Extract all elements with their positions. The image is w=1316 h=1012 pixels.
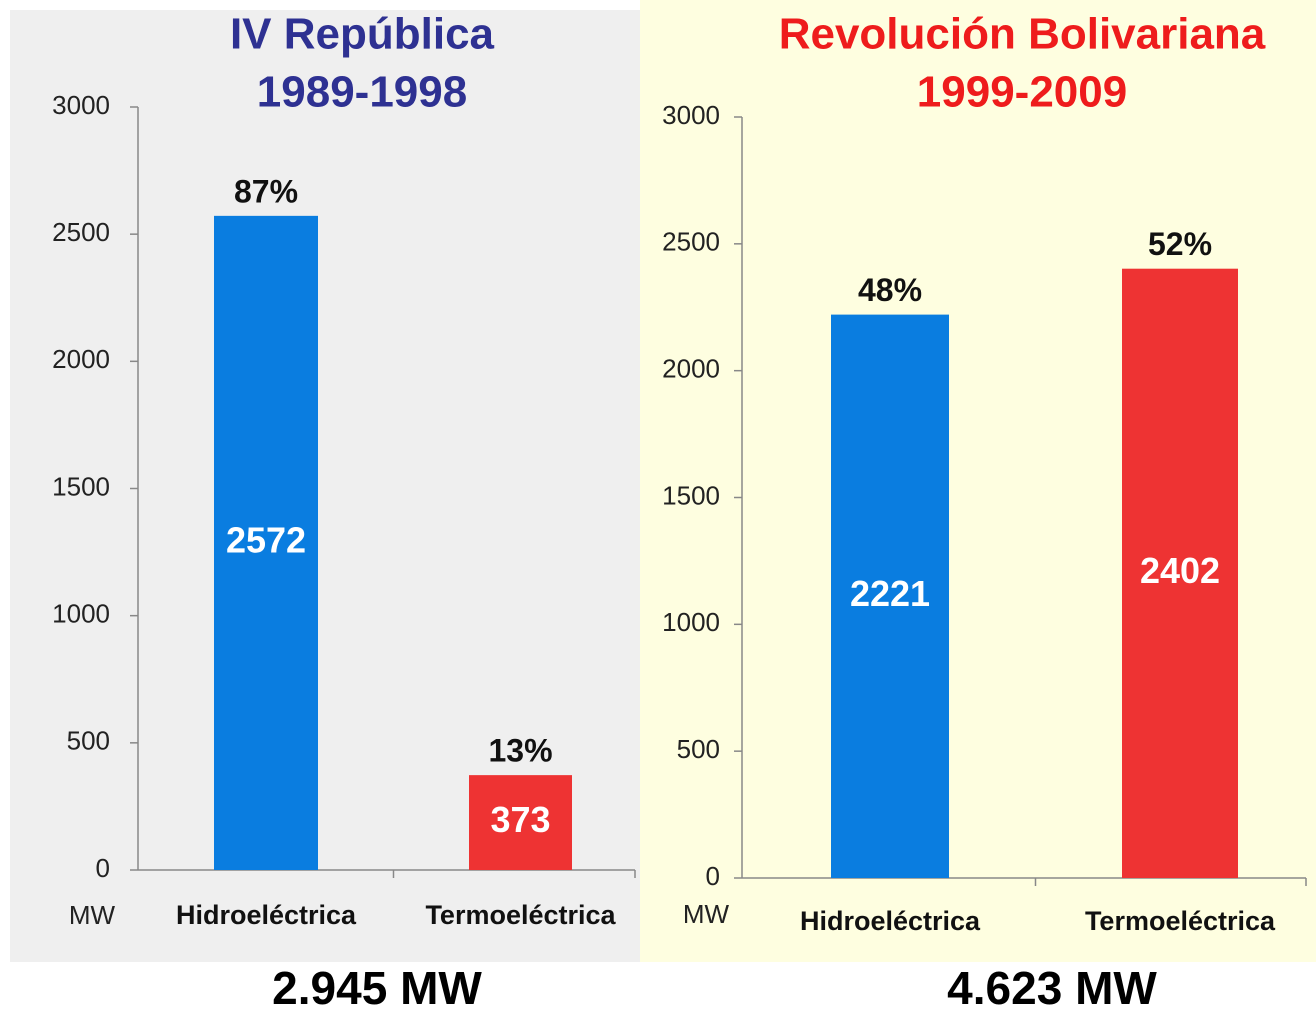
percent-label: 52% bbox=[1148, 226, 1212, 262]
y-tick-label: 2000 bbox=[52, 344, 110, 374]
bar bbox=[831, 314, 949, 878]
y-tick-label: 500 bbox=[67, 726, 110, 756]
chart-title: Revolución Bolivariana bbox=[779, 10, 1266, 59]
chart-title: IV República bbox=[230, 10, 495, 59]
y-tick-label: 500 bbox=[677, 734, 720, 764]
y-tick-label: 1500 bbox=[662, 480, 720, 510]
chart-title: 1989-1998 bbox=[257, 68, 467, 117]
y-tick-label: 1000 bbox=[52, 599, 110, 629]
x-tick-label: Termoeléctrica bbox=[1085, 906, 1276, 936]
value-label: 373 bbox=[490, 799, 550, 840]
bar bbox=[1122, 268, 1238, 879]
y-tick-label: 3000 bbox=[52, 90, 110, 120]
total-label: 2.945 MW bbox=[272, 962, 482, 1012]
percent-label: 87% bbox=[234, 173, 298, 209]
y-tick-label: 1000 bbox=[662, 607, 720, 637]
y-tick-label: 2500 bbox=[52, 217, 110, 247]
y-tick-label: 1500 bbox=[52, 471, 110, 501]
y-tick-label: 0 bbox=[96, 853, 110, 883]
x-tick-label: Hidroeléctrica bbox=[176, 900, 357, 930]
y-tick-label: 2500 bbox=[662, 227, 720, 257]
value-label: 2572 bbox=[226, 519, 306, 560]
percent-label: 48% bbox=[858, 272, 922, 308]
chart-title: 1999-2009 bbox=[917, 68, 1127, 117]
unit-label: MW bbox=[69, 900, 116, 930]
y-tick-label: 0 bbox=[706, 861, 720, 891]
bar bbox=[469, 775, 572, 870]
x-tick-label: Hidroeléctrica bbox=[800, 906, 981, 936]
total-label: 4.623 MW bbox=[947, 962, 1157, 1012]
y-tick-label: 3000 bbox=[662, 100, 720, 130]
value-label: 2402 bbox=[1140, 550, 1220, 591]
y-tick-label: 2000 bbox=[662, 354, 720, 384]
bar bbox=[214, 215, 318, 870]
x-tick-label: Termoeléctrica bbox=[425, 900, 616, 930]
percent-label: 13% bbox=[488, 733, 552, 769]
unit-label: MW bbox=[683, 899, 730, 929]
value-label: 2221 bbox=[850, 573, 930, 614]
